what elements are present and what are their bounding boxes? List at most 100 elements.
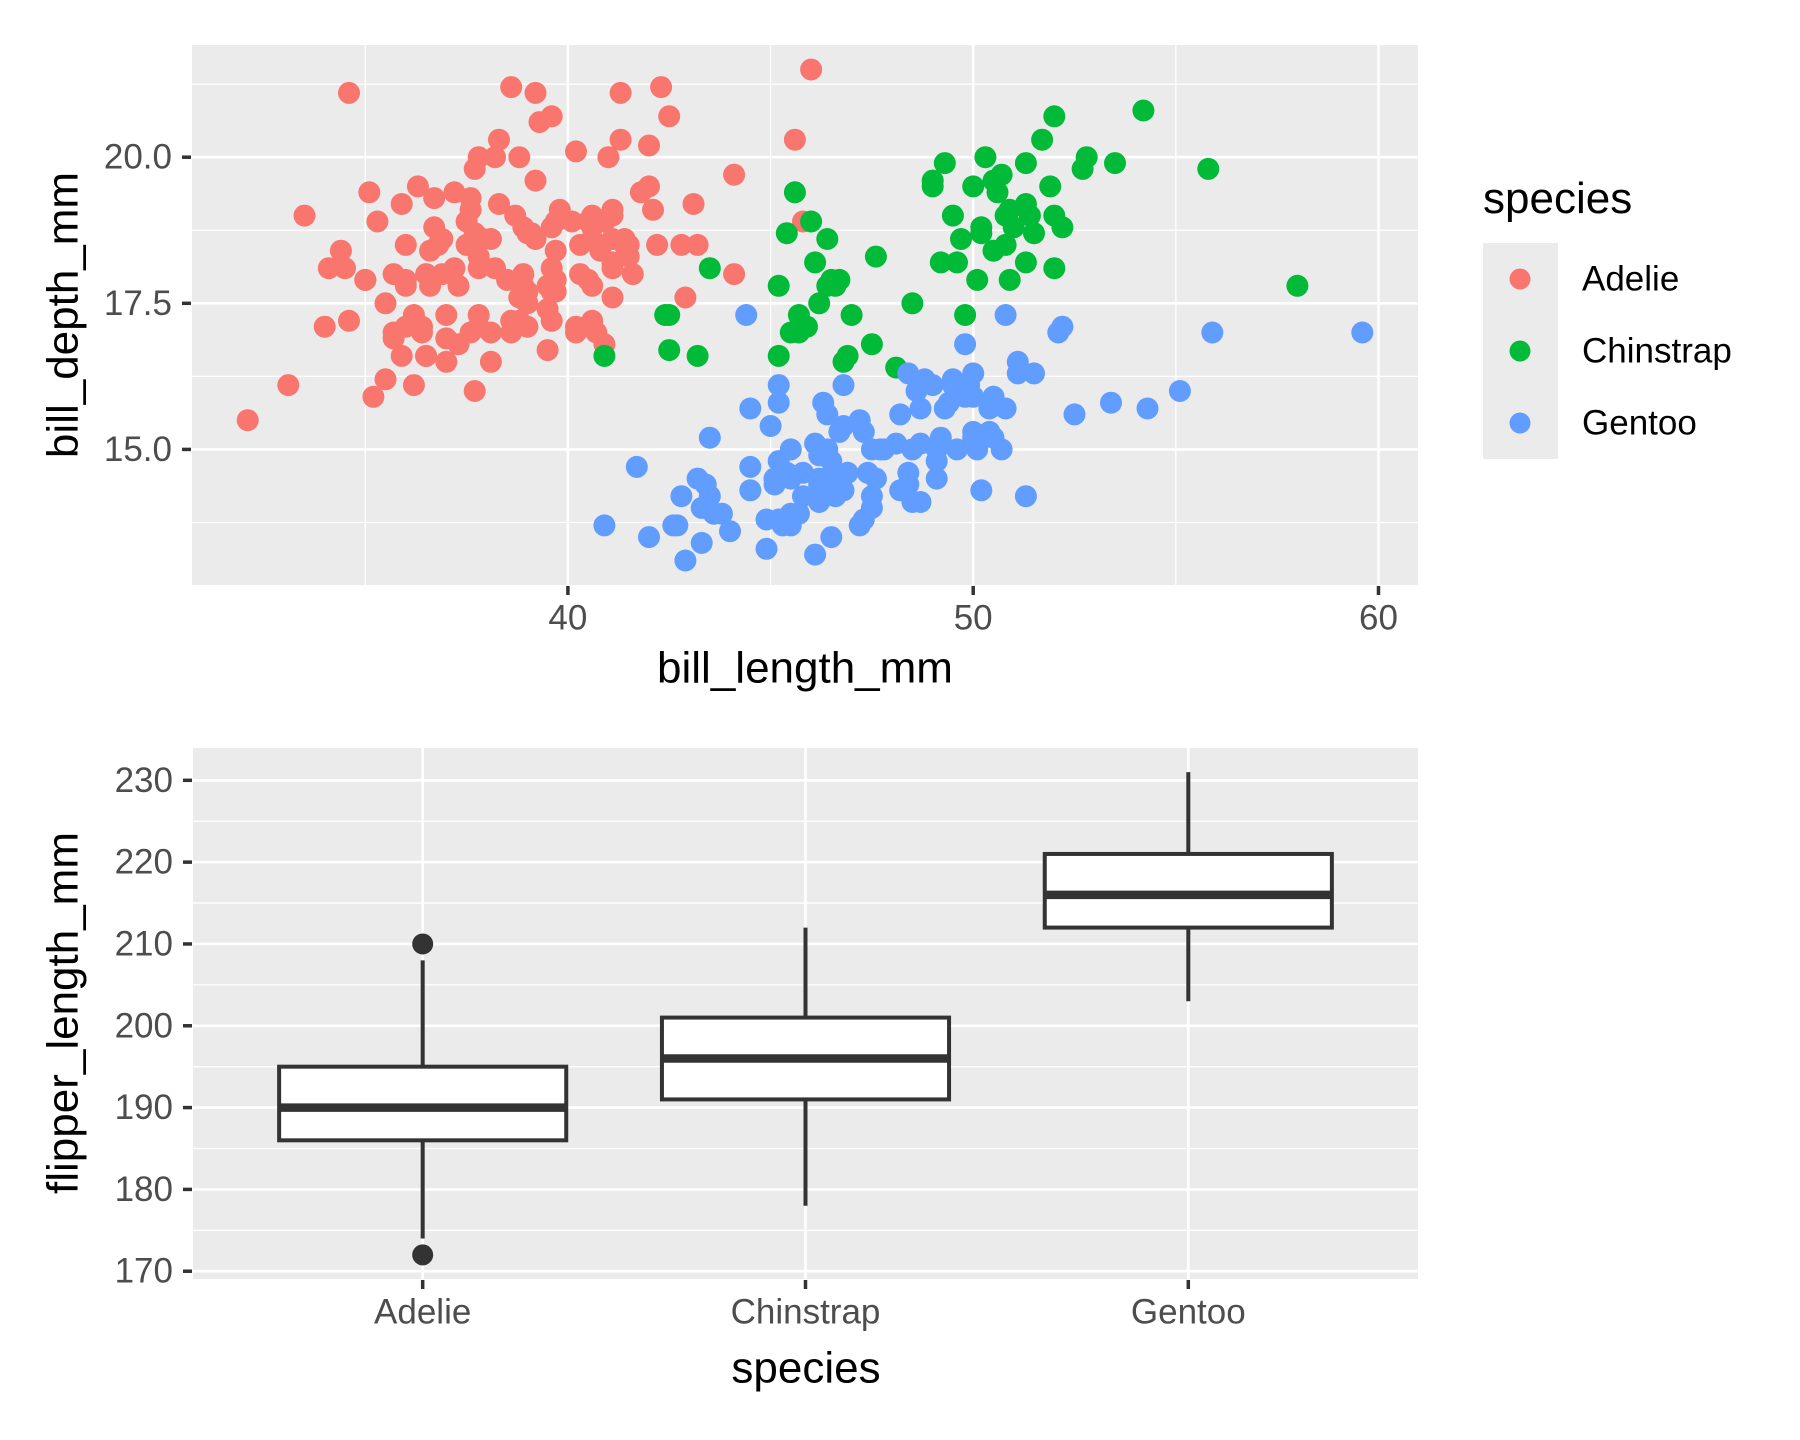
scatter-point-gentoo [848, 514, 871, 537]
scatter-point-adelie [682, 193, 705, 215]
scatter-point-gentoo [755, 537, 778, 560]
scatter-point-adelie [479, 321, 502, 344]
scatter-y-axis-title: bill_depth_mm [39, 172, 88, 458]
scatter-point-gentoo [1051, 315, 1074, 338]
scatter-point-chinstrap [1023, 222, 1045, 245]
scatter-point-adelie [629, 181, 652, 204]
scatter-point-adelie [569, 233, 592, 256]
scatter-point-gentoo [901, 491, 924, 513]
scatter-point-gentoo [1014, 485, 1037, 508]
scatter-point-adelie [484, 146, 506, 169]
scatter-point-adelie [447, 274, 470, 297]
scatter-point-chinstrap [808, 292, 831, 315]
scatter-point-adelie [609, 81, 632, 104]
scatter-point-adelie [544, 239, 567, 262]
scatter-point-chinstrap [800, 210, 823, 233]
scatter-point-chinstrap [921, 169, 944, 192]
scatter-point-chinstrap [1104, 152, 1126, 175]
x-tick-label: Chinstrap [731, 1293, 881, 1332]
scatter-point-gentoo [994, 397, 1017, 420]
scatter-point-adelie [601, 257, 624, 280]
scatter-point-gentoo [739, 397, 762, 420]
scatter-point-gentoo [832, 479, 855, 502]
scatter-point-chinstrap [1043, 105, 1066, 128]
scatter-point-gentoo [913, 368, 936, 391]
scatter-point-adelie [338, 309, 360, 332]
scatter-point-gentoo [710, 502, 733, 525]
scatter-point-adelie [394, 233, 417, 256]
scatter-x-axis-title: bill_length_mm [657, 644, 953, 693]
scatter-point-chinstrap [962, 175, 985, 198]
scatter-point-gentoo [638, 526, 660, 549]
scatter-point-adelie [524, 228, 547, 250]
y-tick-label: 210 [115, 924, 173, 963]
scatter-point-chinstrap [686, 344, 709, 367]
scatter-point-adelie [447, 333, 470, 356]
x-tick-label: 60 [1359, 599, 1398, 638]
scatter-point-adelie [366, 210, 389, 233]
scatter-point-adelie [402, 374, 425, 397]
scatter-point-adelie [617, 233, 640, 256]
scatter-point-gentoo [739, 479, 762, 502]
scatter-point-gentoo [848, 409, 871, 432]
scatter-point-gentoo [694, 473, 717, 496]
x-tick-label: Gentoo [1131, 1293, 1246, 1332]
scatter-point-chinstrap [658, 304, 681, 326]
scatter-point-gentoo [593, 514, 616, 537]
scatter-point-chinstrap [966, 268, 989, 291]
scatter-point-gentoo [779, 467, 802, 490]
scatter-point-chinstrap [1051, 216, 1074, 239]
scatter-point-chinstrap [840, 304, 863, 326]
scatter-point-adelie [415, 344, 438, 367]
y-tick-label: 200 [115, 1006, 173, 1045]
x-tick-label: 50 [954, 599, 993, 638]
scatter-point-adelie [609, 128, 632, 151]
scatter-point-adelie [374, 292, 397, 315]
scatter-point-gentoo [739, 455, 762, 478]
scatter-point-adelie [293, 204, 316, 227]
scatter-point-chinstrap [775, 222, 798, 245]
x-tick-label: Adelie [374, 1293, 471, 1332]
boxplot-x-axis-title: species [731, 1344, 880, 1393]
scatter-point-adelie [459, 198, 482, 221]
scatter-point-gentoo [860, 438, 883, 461]
scatter-point-gentoo [767, 374, 790, 397]
scatter-point-adelie [642, 198, 664, 221]
y-tick-label: 190 [115, 1088, 173, 1127]
legend-chinstrap-dot [1509, 340, 1531, 362]
legend-label-gentoo: Gentoo [1582, 404, 1697, 443]
y-tick-label: 20.0 [104, 138, 172, 177]
scatter-point-adelie [524, 169, 547, 192]
scatter-point-gentoo [670, 485, 693, 508]
scatter-point-chinstrap [1014, 152, 1037, 175]
scatter-point-gentoo [1006, 350, 1029, 373]
scatter-point-chinstrap [998, 268, 1021, 291]
scatter-point-chinstrap [1043, 257, 1066, 280]
scatter-point-adelie [686, 233, 709, 256]
scatter-point-adelie [581, 274, 604, 297]
scatter-point-chinstrap [1014, 251, 1037, 274]
scatter-point-adelie [544, 268, 567, 291]
scatter-point-gentoo [674, 549, 697, 572]
boxplot-y-axis-title: flipper_length_mm [39, 832, 88, 1194]
scatter-point-chinstrap [767, 344, 790, 367]
scatter-point-adelie [467, 304, 490, 326]
scatter-point-chinstrap [990, 163, 1013, 186]
scatter-point-gentoo [804, 543, 827, 566]
scatter-point-gentoo [625, 455, 648, 478]
scatter-point-gentoo [1023, 362, 1045, 385]
scatter-point-chinstrap [970, 222, 993, 245]
scatter-point-adelie [561, 210, 583, 233]
outlier-point [412, 1244, 434, 1266]
scatter-point-adelie [354, 268, 377, 291]
scatter-point-adelie [638, 134, 660, 157]
scatter-point-chinstrap [787, 321, 810, 344]
scatter-point-gentoo [954, 333, 977, 356]
scatter-point-gentoo [832, 374, 855, 397]
scatter-point-adelie [723, 163, 746, 186]
scatter-point-gentoo [836, 461, 859, 484]
scatter-point-chinstrap [1018, 204, 1041, 227]
scatter-point-adelie [621, 263, 644, 286]
